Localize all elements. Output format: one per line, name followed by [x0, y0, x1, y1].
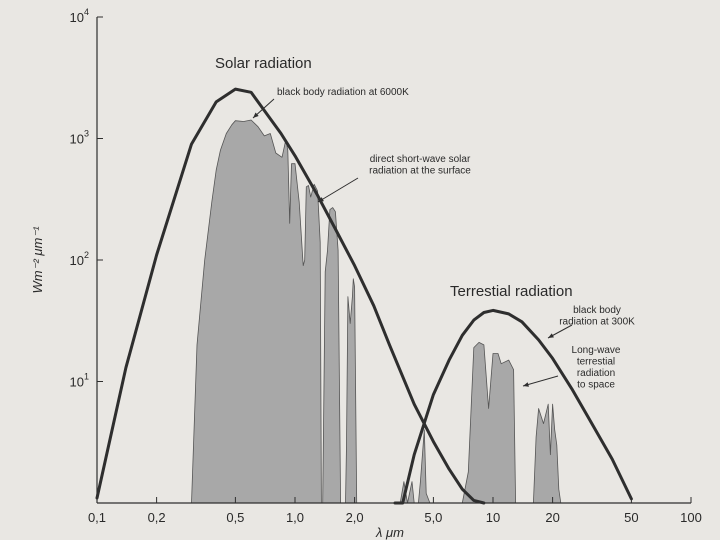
- y-tick-label: 103: [70, 129, 89, 147]
- y-axis-label: Wm⁻² μm⁻¹: [30, 226, 45, 294]
- longwave-annotation: radiation: [577, 368, 615, 379]
- x-tick-label: 10: [486, 510, 500, 525]
- direct-annotation: radiation at the surface: [369, 166, 471, 177]
- longwave-annotation: to space: [577, 380, 615, 391]
- bb6000-leader-head: [253, 112, 259, 118]
- longwave-annotation: terrestial: [577, 357, 615, 368]
- terrestrial-radiation-title: Terrestial radiation: [450, 283, 573, 300]
- bb300-annotation: radiation at 300K: [559, 317, 635, 328]
- x-tick-label: 0,5: [226, 510, 244, 525]
- direct-annotation: direct short-wave solar: [370, 154, 471, 165]
- x-tick-label: 5,0: [424, 510, 442, 525]
- y-tick-label: 104: [70, 7, 89, 25]
- y-tick-label: 101: [70, 372, 89, 390]
- bb300-blackbody-curve: [393, 308, 633, 505]
- x-tick-label: 0,1: [88, 510, 106, 525]
- longwave-leader-head: [523, 382, 529, 387]
- direct-leader: [317, 177, 359, 203]
- x-tick-label: 1,0: [286, 510, 304, 525]
- x-tick-label: 100: [680, 510, 702, 525]
- direct-spectrum-area: [191, 119, 434, 504]
- x-axis-label: λ μm: [375, 525, 404, 540]
- solar-radiation-title: Solar radiation: [215, 55, 312, 72]
- x-tick-label: 20: [545, 510, 559, 525]
- bb6000-annotation: black body radiation at 6000K: [277, 87, 409, 98]
- x-tick-label: 2,0: [346, 510, 364, 525]
- longwave-spectrum-area: [461, 342, 562, 504]
- longwave-annotation: Long-wave: [572, 345, 621, 356]
- bb300-leader-head: [548, 333, 554, 338]
- longwave-leader: [522, 375, 559, 387]
- y-tick-label: 102: [70, 250, 89, 268]
- bb300-annotation: black body: [573, 305, 621, 316]
- x-tick-label: 0,2: [148, 510, 166, 525]
- direct-leader-head: [318, 197, 324, 202]
- bb6000-blackbody-curve: [95, 87, 486, 505]
- x-tick-label: 50: [624, 510, 638, 525]
